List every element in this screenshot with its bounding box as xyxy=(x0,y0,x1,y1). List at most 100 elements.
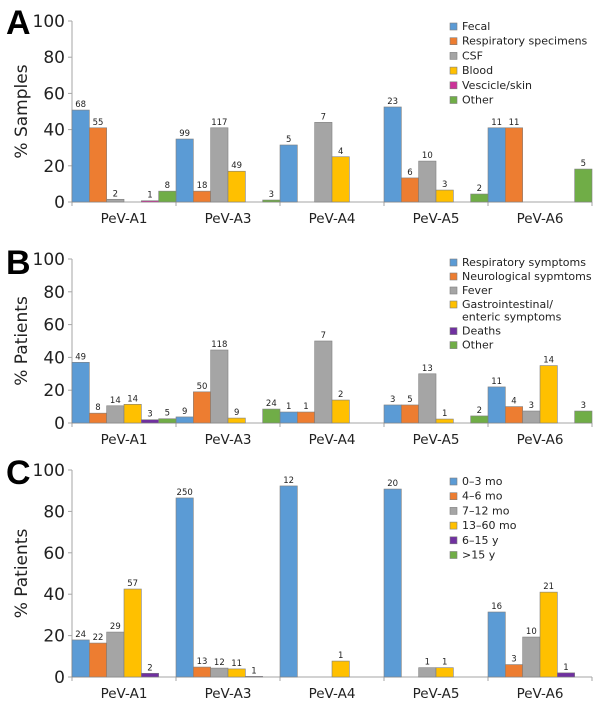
y-tick-label: 100 xyxy=(33,461,65,481)
legend-swatch xyxy=(449,341,458,349)
legend-label: Respiratory symptoms xyxy=(462,256,586,269)
bar-data-label: 49 xyxy=(231,161,242,171)
bar-data-label: 55 xyxy=(93,118,104,128)
bar xyxy=(175,497,194,678)
bar-data-label: 3 xyxy=(269,190,274,200)
bar-data-label: 22 xyxy=(93,633,104,643)
bar xyxy=(227,170,246,203)
bar xyxy=(557,672,575,678)
bar-data-label: 9 xyxy=(182,407,187,417)
bar-data-label: 14 xyxy=(543,356,554,366)
bar-data-label: 9 xyxy=(234,408,239,418)
bar xyxy=(262,199,281,203)
bar-data-label: 5 xyxy=(407,395,412,405)
bar xyxy=(539,591,558,678)
bar-data-label: 14 xyxy=(127,394,138,404)
bar xyxy=(574,410,593,424)
bar-data-label: 50 xyxy=(197,382,208,392)
legend-label: 0–3 mo xyxy=(462,475,503,488)
bar xyxy=(435,667,454,678)
legend-label: enteric symptoms xyxy=(462,311,562,324)
legend-swatch xyxy=(449,300,458,309)
bar xyxy=(106,198,125,203)
legend-label: Deaths xyxy=(462,325,501,338)
legend-swatch xyxy=(449,536,458,545)
bar xyxy=(418,373,437,424)
bar xyxy=(401,177,419,203)
bar-data-label: 118 xyxy=(211,340,227,350)
bar xyxy=(210,127,229,203)
bar xyxy=(123,404,142,424)
x-category-label: PeV-A5 xyxy=(413,686,460,702)
bar-data-label: 1 xyxy=(442,409,447,419)
chart-panel-b: B % Patients 0 20 40 60 80 100 PeV-A1 PeV-A3 PeV-A… xyxy=(6,244,593,448)
bar xyxy=(279,411,298,424)
legend-label: 4–6 mo xyxy=(462,490,503,503)
y-tick-label: 20 xyxy=(43,157,65,177)
bar-data-label: 14 xyxy=(110,396,121,406)
bar xyxy=(487,386,506,424)
y-axis-label: % Samples xyxy=(12,64,32,158)
y-tick-label: 100 xyxy=(33,250,65,270)
y-axis-label: % Patients xyxy=(12,529,32,619)
bar xyxy=(227,668,246,678)
y-tick-label: 40 xyxy=(43,585,65,605)
bar xyxy=(210,349,229,424)
bar-data-label: 1 xyxy=(425,658,430,668)
legend-swatch xyxy=(449,37,458,46)
bar-data-label: 1 xyxy=(563,663,568,673)
x-category-label: PeV-A4 xyxy=(309,211,356,227)
bar-data-label: 21 xyxy=(543,582,554,592)
legend-swatch xyxy=(449,286,458,295)
bar xyxy=(331,660,350,678)
bar-data-label: 16 xyxy=(491,602,502,612)
bar-data-label: 24 xyxy=(75,630,86,640)
legend-label: Neurological sypmtoms xyxy=(462,270,592,283)
bar-data-label: 8 xyxy=(95,403,100,413)
legend-label: Other xyxy=(462,94,494,107)
bar-data-label: 4 xyxy=(338,147,343,157)
legend-label: Vescicle/skin xyxy=(462,79,532,92)
y-axis-label: % Patients xyxy=(12,296,32,386)
bar-data-label: 29 xyxy=(110,622,121,632)
bar xyxy=(418,667,437,678)
legend-label: Blood xyxy=(462,64,493,77)
bar xyxy=(71,362,90,424)
chart-panel-c: C % Patients 0 20 40 60 80 100 PeV-A1 PeV-A3 PeV-A… xyxy=(6,454,593,702)
bar xyxy=(401,404,419,424)
bar-data-label: 12 xyxy=(283,476,294,486)
bar xyxy=(106,405,125,424)
bar-data-label: 13 xyxy=(422,364,433,374)
legend-label: >15 y xyxy=(462,549,496,562)
bar xyxy=(314,340,333,424)
legend-label: Other xyxy=(462,339,494,352)
x-category-label: PeV-A5 xyxy=(413,432,460,448)
bar-data-label: 11 xyxy=(509,118,520,128)
bar-data-label: 10 xyxy=(526,627,537,637)
bar-data-label: 5 xyxy=(286,135,291,145)
legend-swatch xyxy=(449,272,458,281)
bar xyxy=(141,419,159,424)
bar xyxy=(245,676,263,678)
bar xyxy=(123,588,142,678)
bar-data-label: 5 xyxy=(165,409,170,419)
legend-label: Respiratory specimens xyxy=(462,35,588,48)
bar xyxy=(89,412,107,424)
x-category-label: PeV-A6 xyxy=(517,211,564,227)
bar-data-label: 20 xyxy=(387,479,398,489)
y-tick-label: 0 xyxy=(54,193,65,213)
legend-label: Gastrointestinal/ xyxy=(462,298,553,311)
bar xyxy=(314,122,333,203)
bar-data-label: 2 xyxy=(477,184,482,194)
bar-data-label: 12 xyxy=(214,658,225,668)
bar xyxy=(435,418,454,424)
bar xyxy=(505,127,523,203)
bar-data-label: 2 xyxy=(477,406,482,416)
bar-data-label: 1 xyxy=(147,191,152,201)
bar-data-label: 49 xyxy=(75,352,86,362)
bar xyxy=(175,416,194,424)
bar xyxy=(175,138,194,203)
y-tick-label: 100 xyxy=(33,12,65,32)
y-tick-label: 60 xyxy=(43,84,65,104)
bar xyxy=(193,666,211,678)
